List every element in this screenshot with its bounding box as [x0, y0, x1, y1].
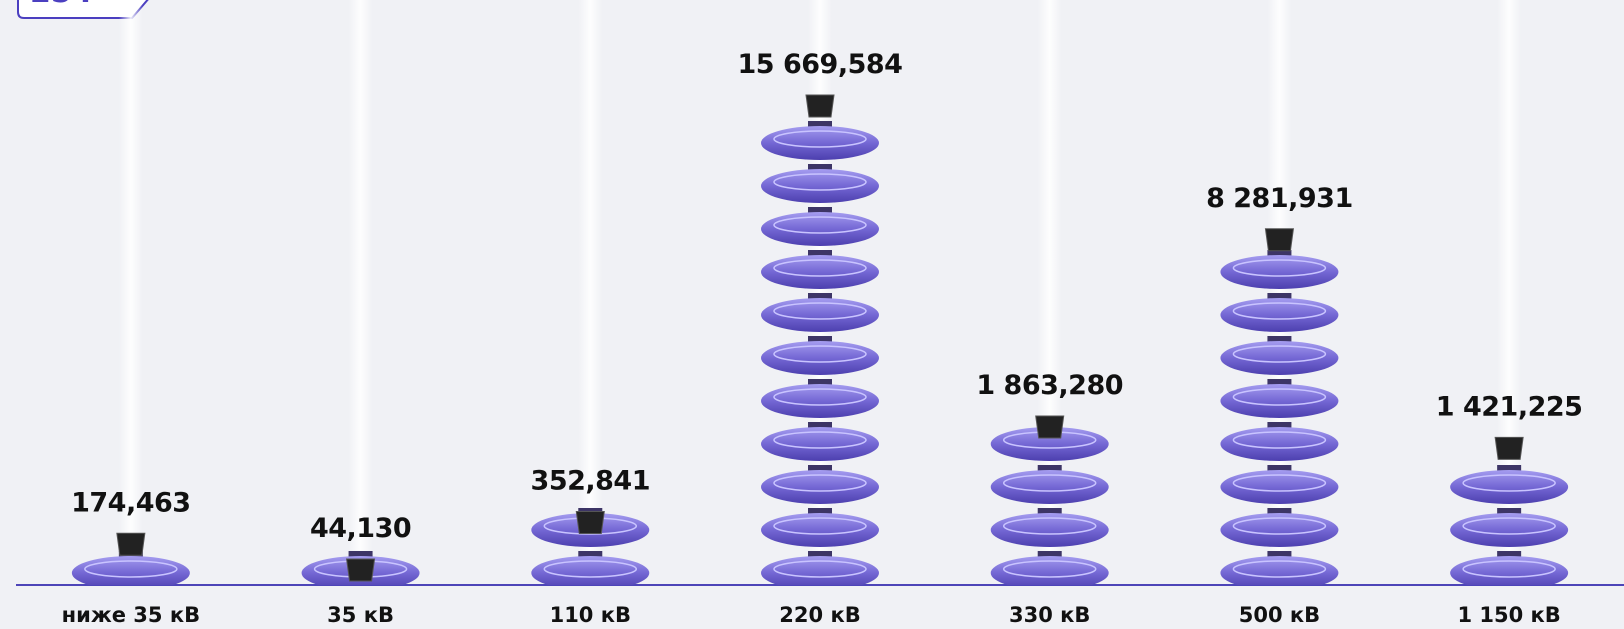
value-label: 15 669,584: [738, 49, 903, 80]
category-label: 110 кВ: [550, 603, 631, 627]
value-label: 1 421,225: [1436, 391, 1583, 422]
category-label: 35 кВ: [327, 603, 394, 627]
insulator-cap: [806, 95, 834, 117]
insulator-cap: [1495, 437, 1523, 459]
insulator-stack: [991, 416, 1109, 590]
value-label: 1 863,280: [976, 370, 1123, 401]
value-label: 174,463: [71, 487, 190, 518]
badge: 254: [30, 0, 93, 10]
value-label: 44,130: [310, 513, 411, 544]
category-label: 220 кВ: [779, 603, 860, 627]
insulator-cap: [576, 511, 604, 533]
insulator-stack: [761, 95, 879, 590]
value-label: 8 281,931: [1206, 183, 1353, 214]
category-label: ниже 35 кВ: [62, 603, 200, 627]
insulator-stack: [72, 533, 190, 590]
chart: 254 174,463 ниже 35 кВ 44,130 35 кВ 352,841 1…: [0, 0, 1624, 629]
category-label: 330 кВ: [1009, 603, 1090, 627]
insulator-cap: [347, 559, 375, 581]
category-label: 1 150 кВ: [1457, 603, 1560, 627]
light-beam: [349, 0, 373, 585]
insulator-cap: [1265, 229, 1293, 251]
category-label: 500 кВ: [1239, 603, 1320, 627]
insulator-stack: [1220, 229, 1338, 590]
insulator-cap: [1036, 416, 1064, 438]
value-label: 352,841: [531, 465, 650, 496]
light-beam: [578, 0, 602, 585]
insulator-stack: [302, 551, 420, 590]
insulator-cap: [117, 533, 145, 555]
